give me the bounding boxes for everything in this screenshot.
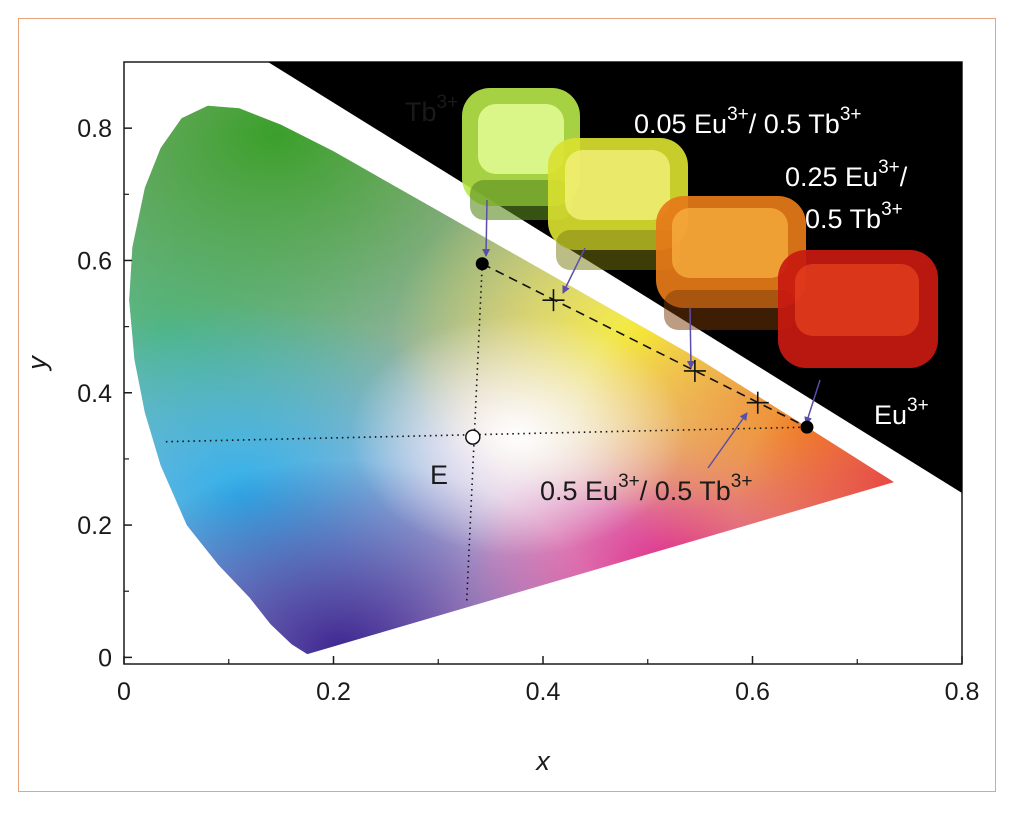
label-e: E [430, 460, 448, 490]
x-tick-label-1: 0.2 [316, 678, 351, 706]
label-025-line2: 0.5 Tb3+ [805, 199, 903, 234]
x-tick-label-0: 0 [117, 678, 131, 706]
y-tick-label-1: 0.2 [77, 512, 112, 540]
point-e [465, 429, 481, 445]
sample-cube-eu025 [656, 196, 806, 330]
arrow-eu005 [562, 247, 586, 294]
arrow-eu05 [707, 412, 748, 469]
y-tick-label-2: 0.4 [77, 380, 112, 408]
point-eu005 [542, 289, 565, 312]
dashed-tie-line [481, 263, 808, 428]
figure-frame [18, 18, 996, 792]
x-tick-label-3: 0.6 [735, 678, 770, 706]
label-025-line1: 0.25 Eu3+/ [785, 157, 908, 192]
label-tb: Tb3+ [405, 92, 458, 127]
sample-cube-eu005 [548, 138, 688, 270]
point-eu [800, 420, 814, 434]
label-eu: Eu3+ [874, 395, 929, 430]
arrow-tb [482, 199, 491, 257]
x-axis-label: x [534, 746, 551, 776]
arrow-eu [804, 379, 821, 425]
point-tb [475, 257, 489, 271]
sample-arrows [482, 199, 821, 469]
point-eu05 [746, 391, 769, 414]
y-tick-label-0: 0 [98, 644, 112, 672]
y-axis-label: y [22, 355, 52, 372]
x-axis-ticks: 0 0.2 0.4 0.6 0.8 [117, 656, 979, 706]
label-005: 0.05 Eu3+/ 0.5 Tb3+ [634, 104, 861, 139]
dotted-guide-0 [165, 426, 807, 443]
arrow-eu025 [686, 306, 695, 369]
data-points [465, 257, 814, 445]
annotations: Tb3+ 0.05 Eu3+/ 0.5 Tb3+ 0.25 Eu3+/ 0.5 … [405, 92, 929, 506]
sample-cube-eu [778, 250, 938, 368]
y-axis-ticks: 0 0.2 0.4 0.6 0.8 [77, 115, 132, 672]
y-tick-label-3: 0.6 [77, 247, 112, 275]
x-tick-label-4: 0.8 [945, 678, 980, 706]
y-tick-label-4: 0.8 [77, 115, 112, 143]
x-tick-label-2: 0.4 [526, 678, 561, 706]
photo-panel [268, 62, 962, 493]
label-05: 0.5 Eu3+/ 0.5 Tb3+ [540, 471, 752, 506]
photo-background [268, 62, 962, 493]
point-eu025 [683, 359, 706, 382]
